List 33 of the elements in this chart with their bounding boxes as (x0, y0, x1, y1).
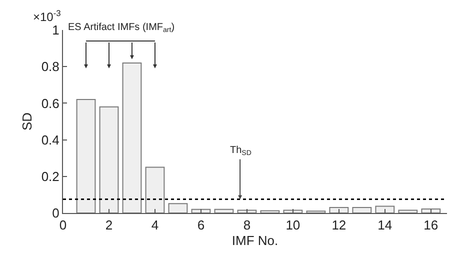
y-tick-label: 0 (52, 206, 60, 221)
bar (329, 207, 349, 213)
x-tick-label: 16 (424, 218, 438, 233)
y-axis-title: SD (19, 112, 34, 131)
annotation: ES Artifact IMFs (IMF$_{art}$) (68, 22, 175, 34)
bar (191, 208, 211, 213)
y-tick-label: 0.4 (41, 132, 60, 148)
bar (375, 206, 395, 213)
bar (122, 62, 142, 213)
bar (283, 210, 303, 213)
x-tick-label: 12 (332, 218, 346, 233)
bar (352, 207, 372, 213)
bar (260, 210, 280, 213)
y-tick-label: 0.2 (41, 168, 60, 184)
x-tick-label: 8 (243, 218, 251, 233)
bar (398, 210, 418, 213)
bar (214, 208, 234, 213)
bar (168, 203, 188, 213)
bar (76, 99, 96, 213)
x-tick-label: 14 (378, 218, 392, 233)
y-tick-label: 1 (52, 22, 60, 38)
x-tick-label: 4 (151, 218, 159, 233)
x-axis-title: IMF No. (232, 233, 278, 248)
y-tick-label: 0.6 (41, 96, 60, 111)
x-tick-label: 10 (286, 218, 300, 233)
bar (421, 208, 441, 213)
text: ×10$^{-3}$ (33, 8, 62, 24)
x-tick-label: 2 (105, 218, 113, 233)
x-tick-label: 6 (197, 218, 205, 233)
y-tick-label: 0.8 (41, 59, 60, 74)
bar (145, 166, 165, 213)
bar (99, 106, 119, 213)
ref-line-label: Th$_{SD}$ (230, 145, 252, 158)
